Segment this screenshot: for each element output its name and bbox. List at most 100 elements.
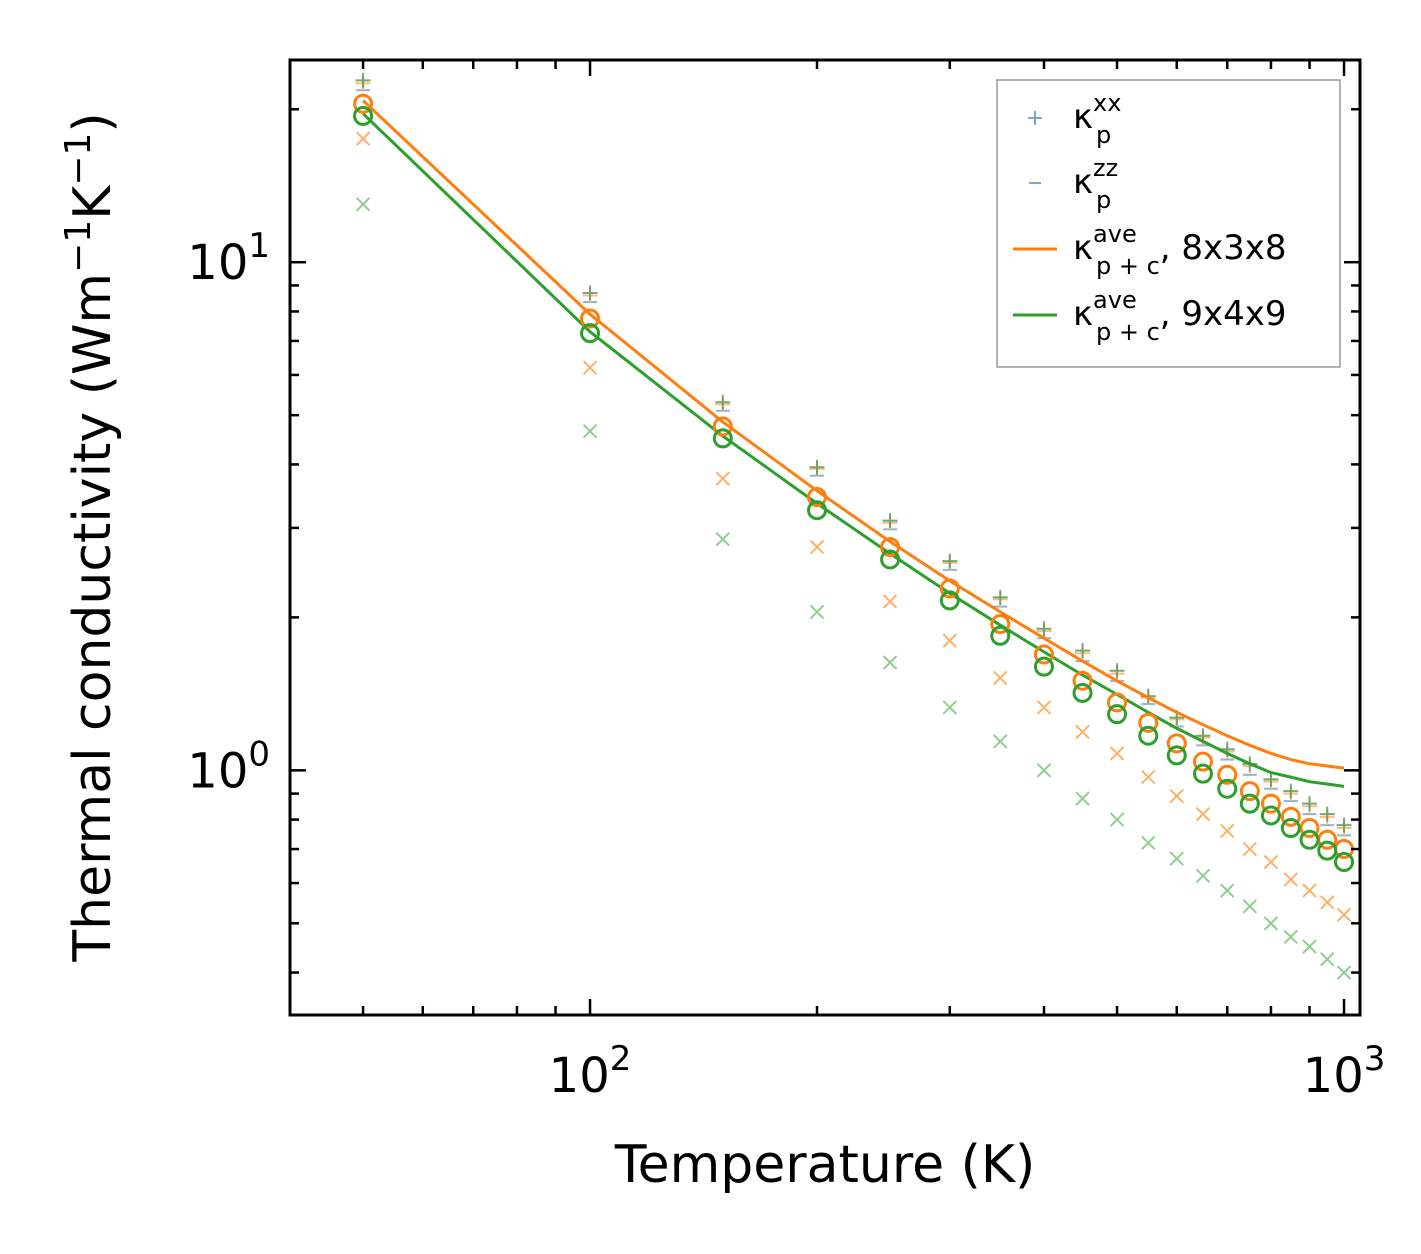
y-axis-label-close: ) [63, 112, 123, 132]
legend-label-base: κ [1073, 97, 1093, 137]
legend-label-sub: p [1096, 186, 1111, 214]
data-point-circle [1192, 751, 1213, 772]
y-axis-label-main: Thermal conductivity ( [63, 375, 123, 963]
legend-label-sup: zz [1093, 154, 1118, 182]
data-point-x [1195, 868, 1211, 884]
data-point-x [1141, 835, 1156, 851]
legend-label-base: κ [1073, 294, 1093, 334]
data-point-x [1075, 724, 1090, 740]
data-marks [353, 72, 1355, 980]
data-point-circle [1217, 764, 1238, 785]
data-point-circle [1072, 670, 1093, 691]
data-point-x [882, 655, 898, 670]
data-point-circle [353, 105, 374, 126]
data-point-x [1036, 763, 1052, 778]
data-point-circle [1217, 778, 1238, 799]
data-point-circle [1260, 793, 1281, 814]
data-point-plus [1319, 806, 1335, 822]
data-point-circle [1280, 818, 1301, 839]
data-point-circle [1299, 829, 1320, 850]
y-axis-label-exp2: −1 [58, 133, 99, 186]
data-point-x [355, 131, 371, 146]
data-point-x [942, 633, 957, 648]
y-axis-label-exp1: −1 [58, 220, 99, 273]
data-point-x [1336, 907, 1352, 922]
y-axis-label-unit-base: Wm [63, 273, 123, 375]
data-point-x [1109, 812, 1125, 827]
y-axis-label: Thermal conductivity (Wm−1K−1) [58, 112, 123, 962]
data-point-plus [992, 589, 1008, 605]
data-point-circle [880, 537, 901, 558]
data-point-circle [1280, 806, 1301, 827]
data-point-x [1195, 806, 1211, 822]
data-point-circle [353, 93, 374, 114]
y-tick-label-exp: 0 [248, 734, 270, 774]
x-tick-label-base: 10 [1303, 1048, 1364, 1104]
legend-label-sup: xx [1093, 89, 1121, 117]
data-point-circle [1166, 745, 1187, 766]
data-point-circle [1138, 725, 1159, 746]
data-point-plus [1109, 663, 1125, 679]
data-point-circle [1334, 852, 1355, 873]
data-point-circle [712, 416, 733, 437]
data-point-x [1036, 700, 1052, 715]
x-tick-label: 102 [549, 1039, 632, 1104]
data-point-x [1169, 851, 1184, 866]
data-point-circle [1138, 712, 1159, 733]
data-point-circle [939, 590, 960, 611]
data-point-x [942, 700, 957, 715]
legend-label-base: κ [1073, 162, 1093, 202]
data-point-circle [1260, 805, 1281, 826]
legend-label-base: κ [1073, 228, 1093, 268]
legend-marker-plus [1028, 111, 1042, 125]
data-point-plus [1036, 621, 1052, 637]
legend-label-suffix: , 9x4x9 [1160, 294, 1287, 334]
data-point-circle [1107, 704, 1128, 725]
data-point-circle [1239, 781, 1260, 802]
data-point-circle [1072, 682, 1093, 703]
data-point-x [1109, 746, 1125, 761]
legend-label-sub: p + c [1096, 318, 1160, 346]
data-point-x [582, 360, 598, 375]
series-line [362, 112, 1345, 788]
legend-label-suffix: , 8x3x8 [1160, 228, 1287, 268]
data-point-x [1220, 883, 1235, 898]
data-point-circle [990, 625, 1011, 646]
plot-frame [288, 58, 1362, 1017]
data-point-circle [1033, 656, 1054, 677]
x-tick-label-exp: 2 [610, 1039, 632, 1079]
data-point-plus [809, 459, 825, 475]
data-point-circle [580, 323, 601, 344]
y-tick-label-exp: 1 [248, 226, 270, 266]
y-tick-label-base: 10 [187, 235, 248, 291]
data-point-circle [1239, 793, 1260, 814]
data-point-circle [1317, 840, 1338, 861]
data-point-x [993, 670, 1008, 686]
data-point-x [715, 532, 731, 547]
data-point-x [809, 539, 825, 555]
data-point-x [882, 594, 898, 609]
data-point-x [1263, 916, 1279, 931]
x-tick-label-base: 10 [549, 1048, 610, 1104]
data-point-x [1302, 883, 1317, 898]
data-point-circle [1166, 733, 1187, 754]
data-point-plus [942, 553, 958, 569]
legend-label-sub: p + c [1096, 252, 1160, 280]
data-point-plus [715, 394, 731, 410]
data-point-x [1242, 899, 1258, 914]
series-line [362, 99, 1345, 770]
data-point-x [1320, 951, 1335, 967]
y-tick-label-base: 10 [187, 743, 248, 799]
data-point-plus [355, 72, 371, 88]
legend-label-sup: ave [1093, 286, 1137, 314]
data-point-x [1169, 788, 1184, 804]
data-point-circle [1299, 818, 1320, 839]
legend-label: κave p + c, 8x3x8 [1073, 220, 1287, 280]
legend-box [996, 79, 1341, 368]
data-point-circle [1107, 692, 1128, 713]
legend-label: κave p + c, 9x4x9 [1073, 286, 1287, 346]
data-point-x [1220, 823, 1235, 839]
